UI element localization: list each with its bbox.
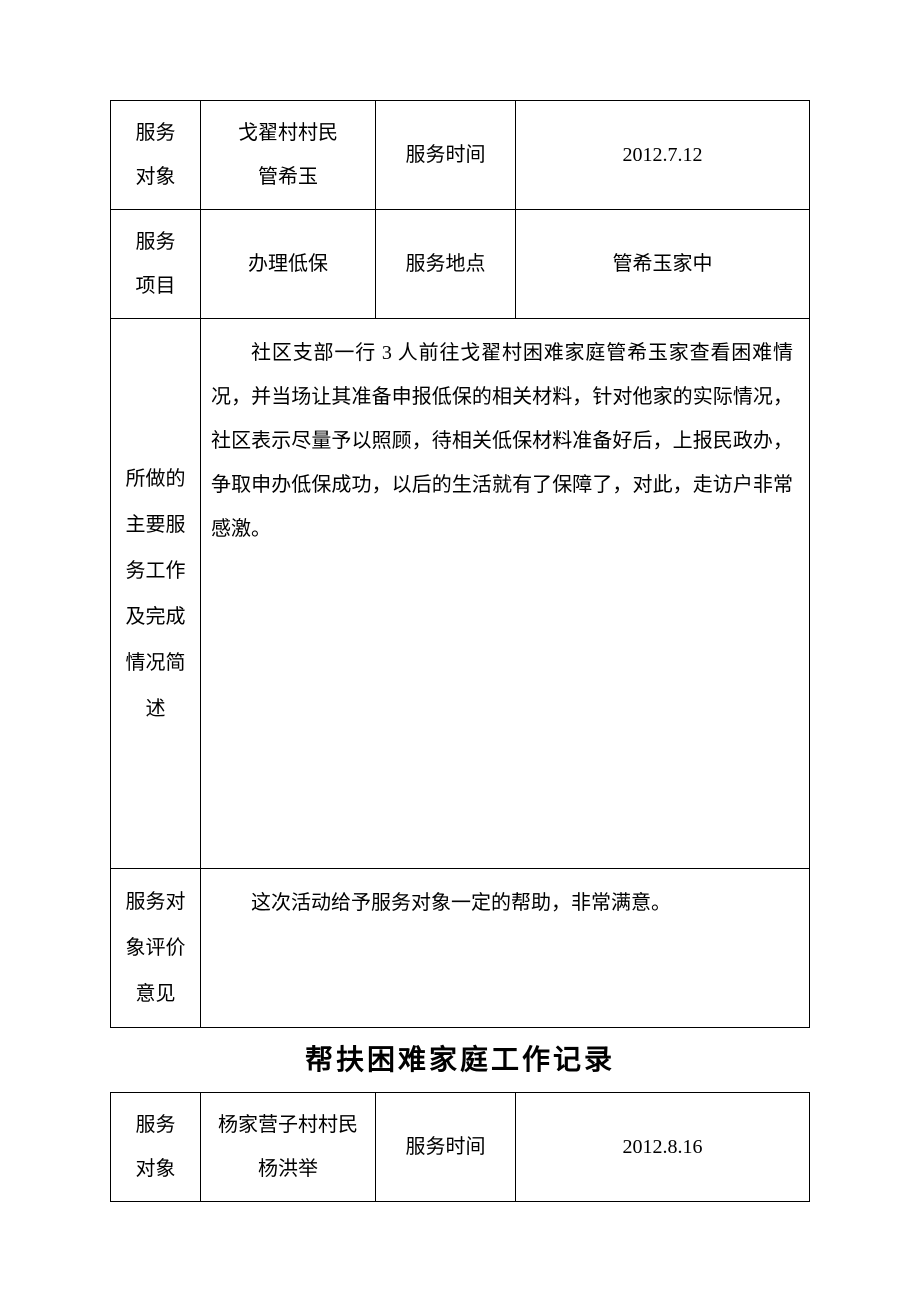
table-row: 服务 项目 办理低保 服务地点 管希玉家中 bbox=[111, 210, 810, 319]
table-row: 服务 对象 杨家营子村村民 杨洪举 服务时间 2012.8.16 bbox=[111, 1093, 810, 1202]
label-service-time: 服务时间 bbox=[376, 101, 516, 210]
label-service-item: 服务 项目 bbox=[111, 210, 201, 319]
label-evaluation: 服务对象评价意见 bbox=[111, 869, 201, 1028]
value-service-time: 2012.8.16 bbox=[516, 1093, 810, 1202]
value-service-item: 办理低保 bbox=[201, 210, 376, 319]
value-work-description: 社区支部一行 3 人前往戈翟村困难家庭管希玉家查看困难情况，并当场让其准备申报低… bbox=[201, 319, 810, 869]
label-service-location: 服务地点 bbox=[376, 210, 516, 319]
value-evaluation: 这次活动给予服务对象一定的帮助，非常满意。 bbox=[201, 869, 810, 1028]
label-service-target: 服务 对象 bbox=[111, 101, 201, 210]
label-work-description: 所做的主要服务工作及完成情况简述 bbox=[111, 319, 201, 869]
value-target-name: 戈翟村村民 管希玉 bbox=[201, 101, 376, 210]
label-service-time: 服务时间 bbox=[376, 1093, 516, 1202]
value-service-time: 2012.7.12 bbox=[516, 101, 810, 210]
value-service-location: 管希玉家中 bbox=[516, 210, 810, 319]
section-heading: 帮扶困难家庭工作记录 bbox=[110, 1038, 810, 1078]
table-row: 服务 对象 戈翟村村民 管希玉 服务时间 2012.7.12 bbox=[111, 101, 810, 210]
table-row: 服务对象评价意见 这次活动给予服务对象一定的帮助，非常满意。 bbox=[111, 869, 810, 1028]
table-row: 所做的主要服务工作及完成情况简述 社区支部一行 3 人前往戈翟村困难家庭管希玉家… bbox=[111, 319, 810, 869]
record-table-2: 服务 对象 杨家营子村村民 杨洪举 服务时间 2012.8.16 bbox=[110, 1092, 810, 1202]
label-service-target: 服务 对象 bbox=[111, 1093, 201, 1202]
record-table-1: 服务 对象 戈翟村村民 管希玉 服务时间 2012.7.12 服务 项目 办理低… bbox=[110, 100, 810, 1028]
value-target-name: 杨家营子村村民 杨洪举 bbox=[201, 1093, 376, 1202]
